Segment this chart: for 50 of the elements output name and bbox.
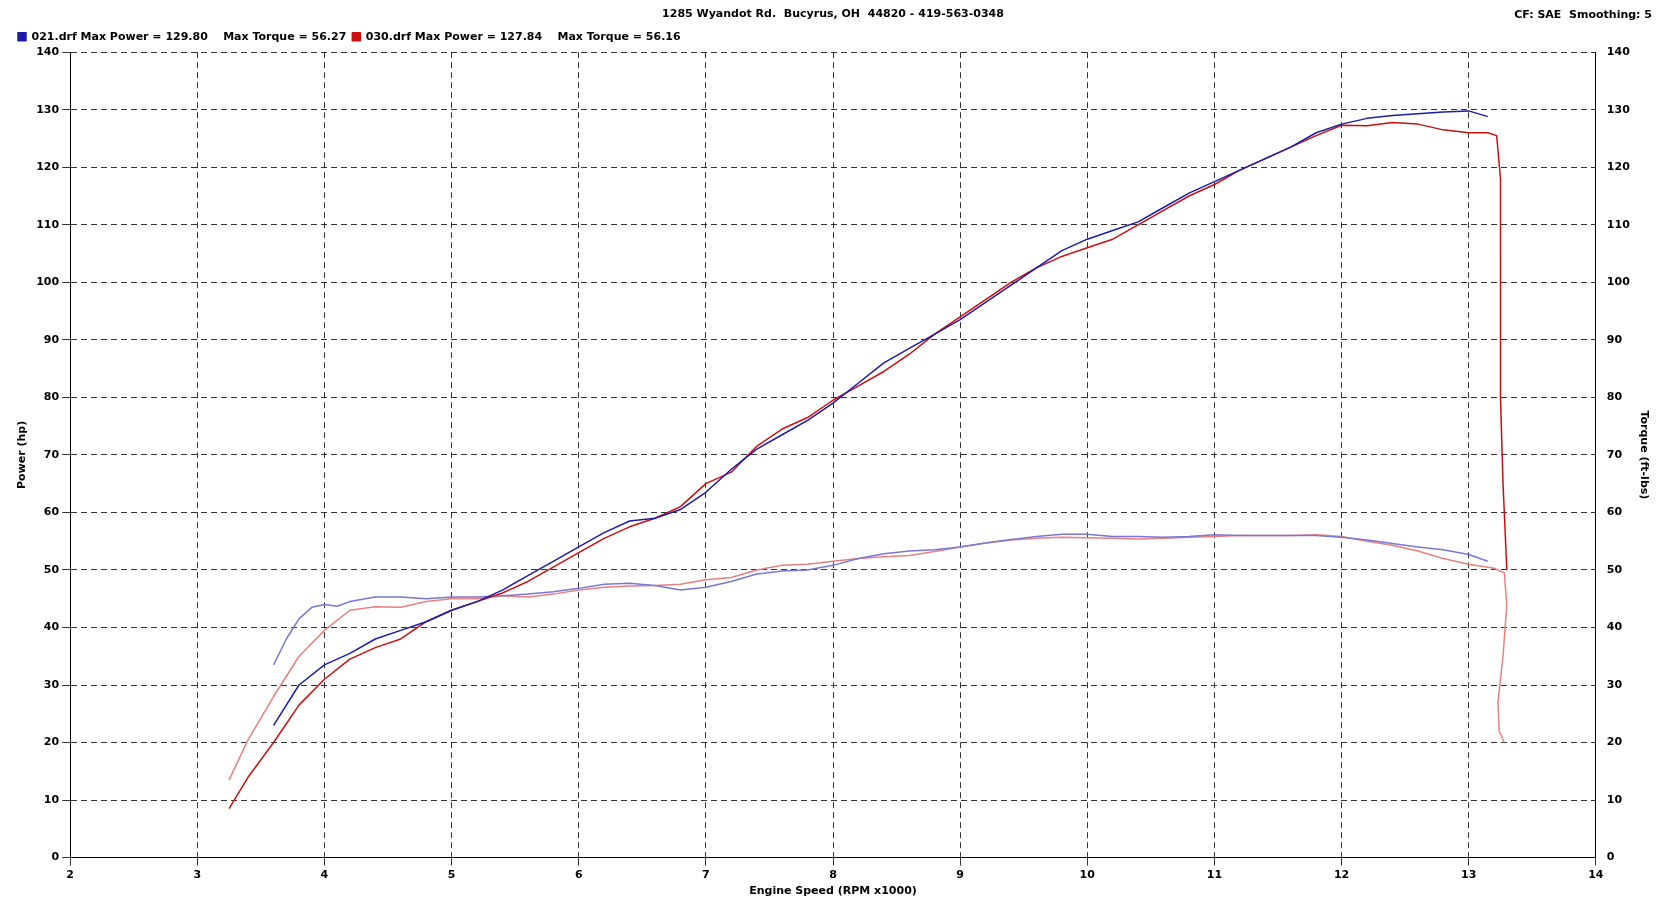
y2-tick-label: 50 (1606, 562, 1623, 576)
y-tick-label: 40 (43, 620, 60, 634)
y2-tick-label: 20 (1606, 735, 1623, 749)
x-tick-label: 9 (956, 868, 964, 882)
y2-tick-label: 120 (1606, 160, 1631, 174)
y-tick-label: 130 (36, 102, 60, 116)
x-tick-label: 7 (702, 868, 710, 882)
y-tick-label: 120 (36, 160, 60, 174)
x-tick-label: 3 (193, 868, 202, 882)
legend-label: 030.drf Max Power = 127.84 Max Torque = 56.16 (365, 29, 681, 43)
y2-tick-label: 60 (1606, 505, 1623, 519)
x-tick-label: 14 (1588, 868, 1604, 882)
y-tick-label: 20 (43, 735, 60, 749)
x-tick-label: 6 (574, 868, 583, 882)
x-tick-label: 11 (1206, 868, 1223, 882)
y2-tick-label: 70 (1606, 447, 1623, 461)
y2-tick-label: 10 (1606, 792, 1623, 806)
x-tick-label: 10 (1079, 868, 1096, 882)
chart-subtitle: 1285 Wyandot Rd. Bucyrus, OH 44820 - 419-563-0348 (662, 7, 1004, 21)
y-tick-label: 70 (43, 447, 60, 461)
x-tick-label: 8 (829, 868, 837, 882)
y2-tick-label: 40 (1606, 620, 1623, 634)
y-tick-label: 80 (43, 390, 60, 404)
x-tick-label: 12 (1333, 868, 1350, 882)
y-tick-label: 30 (43, 677, 60, 691)
y2-tick-label: 140 (1606, 45, 1631, 59)
y2-tick-label: 80 (1606, 390, 1623, 404)
y2-tick-label: 110 (1606, 217, 1631, 231)
y2-tick-label: 130 (1606, 102, 1631, 116)
y-axis-title: Power (hp) (15, 420, 29, 490)
y2-axis-title: Torque (ft-lbs) (1637, 410, 1651, 500)
y-tick-label: 140 (36, 45, 60, 59)
legend-label: 021.drf Max Power = 129.80 Max Torque = 56.27 (31, 29, 347, 43)
y-tick-label: 110 (36, 217, 60, 231)
y-tick-label: 100 (36, 275, 60, 289)
x-axis-title: Engine Speed (RPM x1000) (749, 884, 917, 898)
y-tick-label: 60 (43, 505, 60, 519)
text: CF: SAE Smoothing: 5 (1514, 8, 1652, 22)
y-tick-label: 90 (43, 332, 60, 346)
x-tick-label: 2 (66, 868, 74, 882)
y2-tick-label: 30 (1606, 677, 1623, 691)
x-tick-label: 5 (447, 868, 456, 882)
y-tick-label: 10 (43, 792, 60, 806)
y2-tick-label: 90 (1606, 332, 1623, 346)
x-tick-label: 4 (320, 868, 329, 882)
x-tick-label: 13 (1461, 868, 1477, 882)
y2-tick-label: 100 (1606, 275, 1631, 289)
y-tick-label: 0 (51, 850, 60, 864)
y-tick-label: 50 (43, 562, 60, 576)
y2-tick-label: 0 (1606, 850, 1615, 864)
